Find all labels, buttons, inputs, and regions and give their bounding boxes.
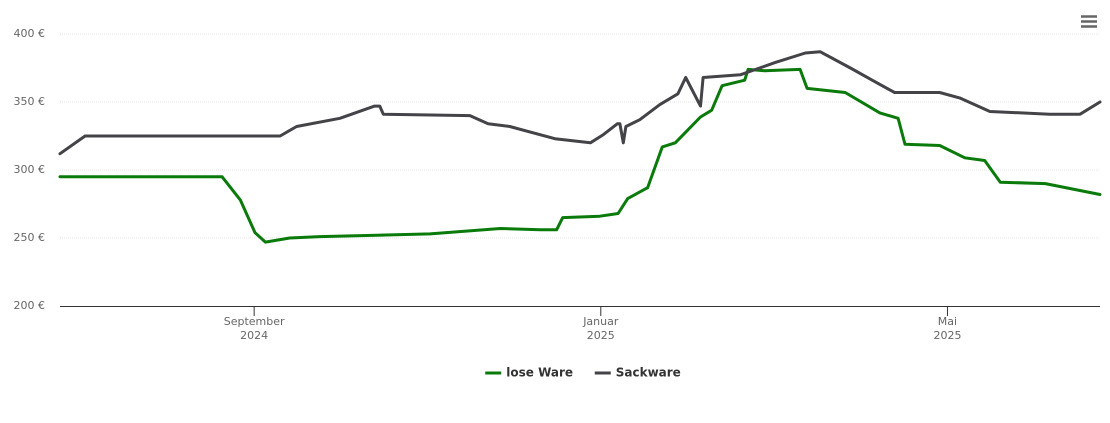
x-tick-label: Mai 2025 (933, 315, 962, 342)
x-tick-label: September 2024 (223, 315, 285, 342)
series-line (58, 50, 1102, 156)
legend-label: Sackware (616, 366, 681, 380)
series-line (58, 67, 1102, 244)
legend-label: lose Ware (506, 366, 573, 380)
y-tick-label: 300 € (14, 163, 46, 176)
x-tick-label: Januar 2025 (583, 315, 619, 342)
y-tick-label: 350 € (14, 95, 46, 108)
y-tick-label: 200 € (14, 299, 46, 312)
legend-item[interactable]: lose Ware (485, 366, 573, 380)
legend-item[interactable]: Sackware (594, 366, 681, 380)
y-tick-label: 250 € (14, 231, 46, 244)
y-tick-label: 400 € (14, 27, 46, 40)
menu-button[interactable] (1078, 12, 1100, 32)
